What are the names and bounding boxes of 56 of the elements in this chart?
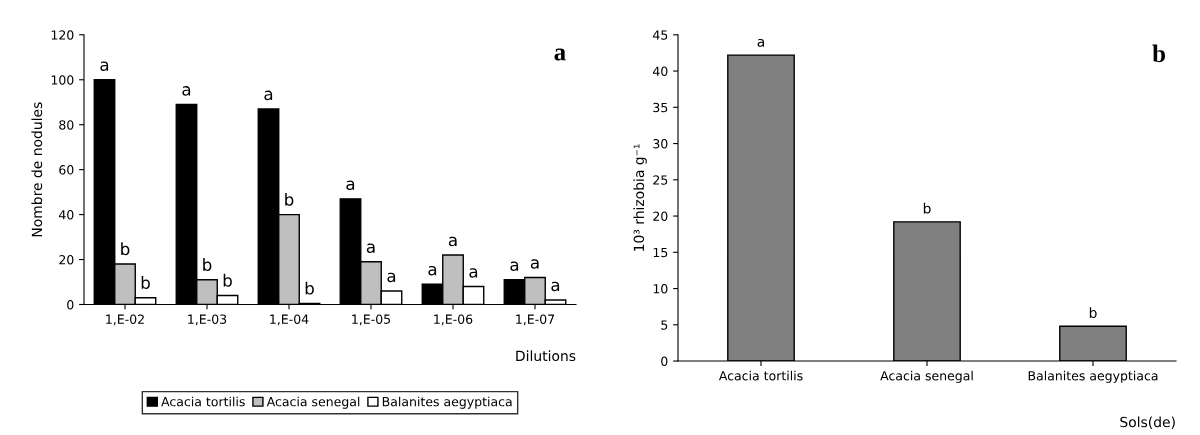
data-label: a	[448, 236, 457, 247]
data-label: b	[121, 242, 130, 256]
x-tick-label: Acacia senegal	[880, 370, 973, 383]
x-tick-label: 1,E-05	[352, 314, 391, 326]
data-label: a	[551, 281, 560, 292]
data-label: a	[510, 261, 519, 271]
data-label: a	[264, 90, 273, 101]
x-tick-label: 1,E-06	[434, 314, 473, 326]
y-tick-label: 80	[59, 120, 74, 130]
data-label: b	[923, 202, 931, 214]
y-tick-label: 20	[59, 255, 74, 265]
y-axis-title: 10³ rhizobia g⁻¹	[633, 144, 647, 251]
data-label: b	[223, 273, 232, 287]
x-tick-label: 1,E-07	[516, 314, 555, 326]
y-tick-label: 120	[51, 30, 74, 40]
y-tick-label: 5	[661, 320, 668, 330]
annotation: a	[554, 48, 566, 61]
data-label: a	[346, 180, 355, 191]
data-label: a	[757, 38, 764, 47]
y-tick-label: 10	[653, 284, 668, 294]
x-axis-title: Dilutions	[516, 350, 576, 362]
legend-label: Balanites aegyptiaca	[382, 396, 512, 409]
y-tick-label: 25	[653, 175, 668, 185]
data-label: a	[387, 272, 396, 283]
data-label: a	[469, 268, 478, 278]
y-tick-label: 30	[653, 139, 668, 149]
data-label: a	[182, 86, 191, 96]
data-label: a	[100, 61, 109, 71]
x-tick-label: Balanites aegyptiaca	[1028, 370, 1158, 383]
x-tick-label: Acacia tortilis	[718, 370, 803, 381]
y-tick-label: 20	[653, 211, 668, 221]
data-label: a	[428, 265, 437, 276]
y-tick-label: 40	[58, 210, 74, 220]
data-label: b	[1089, 307, 1097, 318]
x-tick-label: 1,E-02	[106, 314, 144, 326]
annotation: b	[1152, 44, 1166, 63]
data-label: a	[530, 259, 539, 269]
data-label: b	[203, 258, 212, 271]
legend-label: Acacia tortilis	[161, 396, 245, 407]
y-tick-label: 15	[653, 247, 668, 258]
data-label: b	[305, 281, 314, 295]
y-tick-label: 0	[67, 299, 74, 310]
y-tick-label: 45	[652, 30, 668, 40]
y-axis-title: Nombre de nodules	[31, 102, 43, 237]
legend-label: Acacia senegal	[266, 396, 360, 409]
x-tick-label: 1,E-03	[188, 314, 227, 326]
data-label: b	[285, 192, 294, 206]
y-tick-label: 60	[59, 165, 74, 175]
y-tick-label: 40	[652, 66, 668, 76]
x-tick-label: 1,E-04	[270, 314, 309, 326]
x-axis-title: Sols(de)	[1120, 416, 1175, 429]
data-label: b	[141, 276, 150, 289]
y-tick-label: 100	[51, 75, 74, 85]
y-tick-label: 35	[653, 102, 668, 113]
y-tick-label: 0	[661, 356, 668, 366]
data-label: a	[366, 243, 375, 254]
